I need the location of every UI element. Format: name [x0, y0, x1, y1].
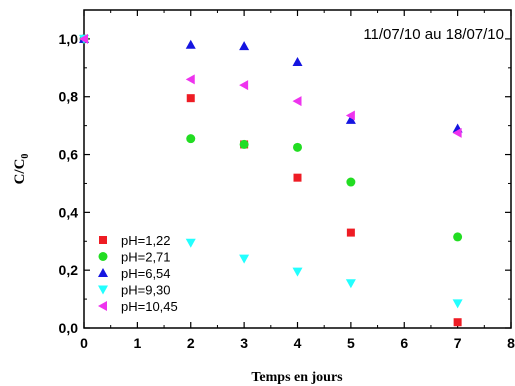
data-point-series-2: [293, 142, 302, 152]
x-axis-title: Temps en jours: [251, 370, 343, 385]
x-tick-label: 8: [507, 335, 515, 351]
data-point-series-1: [293, 173, 302, 182]
y-tick-label: 0,6: [59, 147, 79, 163]
data-point-series-4: [239, 254, 250, 264]
data-point-series-1: [186, 94, 195, 103]
data-point-series-2: [453, 232, 463, 242]
x-tick-label: 2: [187, 335, 195, 351]
y-axis-title-main: C/C: [12, 159, 28, 185]
data-point-series-4: [185, 238, 196, 248]
data-point-series-5: [79, 33, 88, 44]
data-point-series-5: [239, 80, 249, 91]
data-point-series-5: [185, 74, 195, 85]
data-point-series-4: [345, 279, 356, 289]
legend-marker-5: [98, 301, 107, 311]
tick-labels: 0 1 2 3 4 5 6 7 8 0,0 0,2 0,4 0,6 0,8 1,0: [59, 31, 515, 351]
data-point-series-4: [452, 299, 463, 309]
svg-text:C/C0: C/C0: [12, 154, 31, 185]
x-tick-label: 5: [347, 335, 355, 351]
data-point-series-1: [346, 228, 355, 237]
legend-label-5: pH=10,45: [121, 299, 178, 314]
data-point-series-2: [186, 134, 196, 144]
data-point-series-5: [452, 127, 462, 138]
x-tick-label: 6: [400, 335, 408, 351]
data-point-series-5: [345, 110, 355, 121]
data-points: [79, 33, 463, 327]
axis-ticks: [83, 9, 512, 329]
legend-label-4: pH=9,30: [121, 283, 171, 298]
legend-marker-1: [99, 236, 107, 244]
data-point-series-1: [453, 318, 462, 327]
data-point-series-5: [292, 96, 302, 107]
legend-marker-3: [98, 268, 108, 277]
data-point-series-2: [239, 139, 249, 149]
data-point-series-3: [292, 57, 303, 67]
y-axis-title: C/C0: [12, 154, 31, 185]
data-point-series-4: [292, 267, 303, 277]
legend-label-1: pH=1,22: [121, 233, 171, 248]
legend-marker-4: [98, 285, 108, 295]
y-axis-title-subscript: 0: [20, 154, 31, 159]
annotation-date-range: 11/07/10 au 18/07/10: [363, 26, 504, 43]
legend-label-3: pH=6,54: [121, 266, 171, 281]
data-point-series-3: [239, 41, 250, 51]
y-tick-label: 0,8: [59, 89, 79, 105]
x-tick-label: 1: [133, 335, 141, 351]
data-point-series-3: [185, 39, 196, 49]
data-point-series-3: [345, 114, 356, 124]
x-tick-label: 0: [80, 335, 88, 351]
x-tick-label: 7: [454, 335, 462, 351]
legend-marker-2: [98, 252, 108, 261]
y-tick-label: 0,4: [59, 204, 79, 220]
y-tick-label: 0,2: [59, 262, 79, 278]
x-tick-label: 4: [294, 335, 302, 351]
y-tick-label: 1,0: [59, 31, 79, 47]
legend-label-2: pH=2,71: [121, 250, 171, 265]
x-tick-label: 3: [240, 335, 248, 351]
y-tick-label: 0,0: [59, 320, 79, 336]
data-point-series-2: [346, 177, 356, 187]
